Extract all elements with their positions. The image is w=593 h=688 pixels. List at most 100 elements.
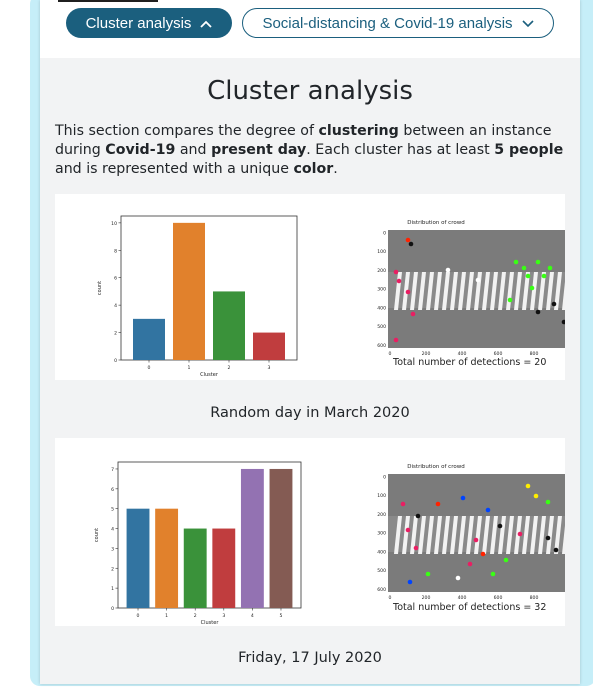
person-marker — [407, 579, 413, 585]
crosswalk-stripe — [442, 516, 450, 554]
crosswalk-stripe — [410, 272, 418, 310]
person-marker — [408, 241, 414, 247]
x-tick-label: 0 — [137, 613, 140, 619]
y-tick-label: 10 — [111, 221, 117, 227]
y-tick-label: 1 — [111, 586, 114, 592]
bar — [240, 468, 264, 608]
detections-label: Total number of detections = 32 — [392, 602, 546, 613]
image-y-tick-label: 0 — [383, 231, 386, 237]
plot-frame — [120, 215, 298, 361]
person-marker — [545, 499, 551, 505]
x-tick-label: 3 — [222, 613, 225, 619]
crosswalk-stripe — [418, 272, 426, 310]
cluster-analysis-section: Cluster analysis This section compares t… — [40, 58, 580, 684]
figure-caption: Random day in March 2020 — [210, 405, 410, 421]
y-tick-label: 2 — [111, 566, 114, 572]
crosswalk-stripe — [490, 272, 498, 310]
crosswalk-stripe — [538, 272, 546, 310]
crosswalk-stripe — [554, 272, 562, 310]
bar — [213, 291, 245, 360]
crosswalk-stripe — [538, 516, 546, 554]
y-axis-label: count — [97, 281, 103, 295]
image-y-tick-label: 300 — [377, 531, 386, 537]
person-marker — [497, 523, 503, 529]
crosswalk-stripe — [466, 516, 474, 554]
bar — [173, 222, 205, 360]
person-marker — [435, 501, 441, 507]
crosswalk-stripe — [450, 272, 458, 310]
crosswalk-stripe — [490, 516, 498, 554]
figure-july-2020: 0 1 2 3 4 5 6 7 0 1 2 3 4 5 Cluster count Distribution … — [55, 438, 571, 626]
detections-label: Total number of detections = 20 — [392, 357, 546, 368]
crosswalk-stripe — [458, 272, 466, 310]
crosswalk-stripe — [546, 516, 554, 554]
crosswalk-stripe — [474, 272, 482, 310]
desc-text: . Each cluster has at least — [306, 142, 495, 158]
person-marker — [525, 483, 531, 489]
image-x-tick-label: 200 — [422, 595, 431, 601]
crosswalk-stripe — [554, 516, 562, 554]
desc-text: This section compares the degree of — [55, 123, 319, 139]
tab-cluster-analysis[interactable]: Cluster analysis — [66, 8, 232, 38]
crosswalk-stripe — [498, 272, 506, 310]
crosswalk-stripe — [514, 272, 522, 310]
person-marker — [473, 537, 479, 543]
x-tick-label: 2 — [228, 365, 231, 371]
bar — [133, 318, 165, 360]
image-y-tick-label: 100 — [377, 249, 386, 255]
crowd-image-title: Distribution of crowd — [407, 220, 464, 226]
image-y-tick-label: 600 — [377, 587, 386, 593]
person-marker — [513, 259, 519, 265]
image-y-tick-label: 400 — [377, 549, 386, 555]
tab-label: Social-distancing & Covid-19 analysis — [262, 14, 513, 32]
crosswalk-stripe — [466, 272, 474, 310]
person-marker — [400, 501, 406, 507]
image-y-tick-label: 400 — [377, 305, 386, 311]
crowd-image-panel: Distribution of crowd 0 100 200 300 400 500 60… — [377, 220, 571, 368]
desc-bold: 5 people — [494, 142, 564, 158]
person-marker — [475, 277, 481, 283]
crosswalk-stripe — [394, 516, 402, 554]
crosswalk-stripe — [450, 516, 458, 554]
crosswalk-stripe — [522, 272, 530, 310]
crosswalk-stripe — [522, 516, 530, 554]
crosswalk-stripe — [546, 272, 554, 310]
person-marker — [545, 535, 551, 541]
image-y-tick-label: 0 — [383, 475, 386, 481]
crosswalk-stripe — [426, 516, 434, 554]
image-x-tick-label: 600 — [494, 351, 503, 357]
y-tick-label: 4 — [111, 527, 114, 533]
crosswalk-stripe — [458, 516, 466, 554]
y-axis-label: count — [94, 528, 100, 542]
person-marker — [415, 513, 421, 519]
person-marker — [529, 285, 535, 291]
section-title: Cluster analysis — [207, 76, 413, 106]
y-tick-label: 7 — [111, 467, 114, 473]
person-marker — [405, 527, 411, 533]
desc-bold: color — [293, 161, 334, 177]
figure-caption: Friday, 17 July 2020 — [238, 650, 382, 666]
tab-label: Cluster analysis — [85, 14, 192, 32]
y-tick-label: 6 — [111, 487, 114, 493]
tab-social-distancing[interactable]: Social-distancing & Covid-19 analysis — [242, 8, 554, 38]
person-marker — [525, 273, 531, 279]
crosswalk-stripe — [498, 516, 506, 554]
person-marker — [460, 495, 466, 501]
bar — [269, 468, 293, 608]
person-marker — [410, 311, 416, 317]
y-tick-label: 0 — [114, 358, 117, 364]
desc-text: between an instance during — [55, 123, 552, 158]
person-marker — [503, 557, 509, 563]
x-tick-label: 3 — [268, 365, 271, 371]
person-marker — [535, 309, 541, 315]
y-tick-label: 2 — [114, 331, 117, 337]
cluster-bar-chart: 0 1 2 3 4 5 6 7 0 1 2 3 4 5 Cluster count — [94, 461, 302, 626]
chevron-up-icon — [200, 15, 213, 32]
x-tick-label: 2 — [194, 613, 197, 619]
image-x-tick-label: 800 — [530, 595, 539, 601]
crosswalk-stripe — [434, 272, 442, 310]
x-tick-label: 1 — [188, 365, 191, 371]
image-x-tick-label: 0 — [389, 595, 392, 601]
image-y-tick-label: 300 — [377, 287, 386, 293]
